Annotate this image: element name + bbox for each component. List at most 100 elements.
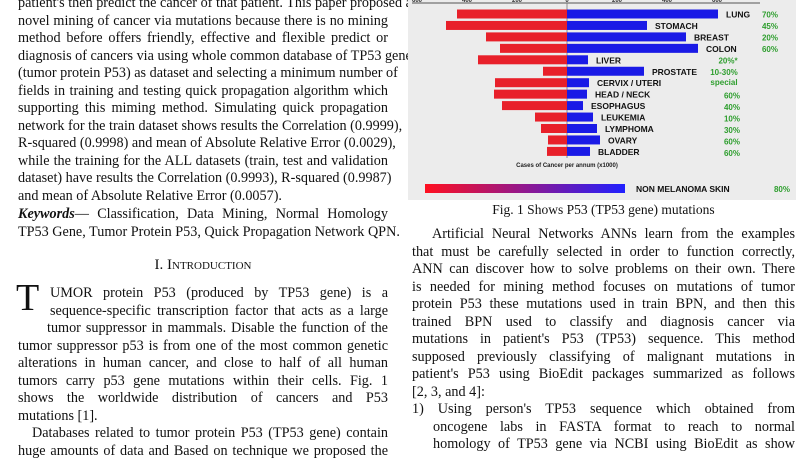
tick-label: 400 xyxy=(462,0,473,4)
text-line: and mean of Absolute Relative Error (0.0… xyxy=(18,187,282,204)
text-line: shows the worldwide distribution of canc… xyxy=(18,390,388,406)
text-line: Databases related to tumor protein P53 (… xyxy=(32,425,388,441)
bar-right xyxy=(567,66,644,76)
tick-label: 400 xyxy=(662,0,673,4)
bar-left xyxy=(548,135,567,145)
text-line: while the training for the ALL datasets … xyxy=(18,152,388,169)
keywords-label: Keywords xyxy=(18,206,75,222)
category-label: CERVIX / UTERI xyxy=(597,78,661,88)
bar-right xyxy=(567,20,647,30)
tick-label: 200 xyxy=(612,0,623,4)
figure-caption: Fig. 1 Shows P53 (TP53 gene) mutations xyxy=(492,202,715,217)
bar-left xyxy=(446,20,567,30)
text-line: novel mining of cancer via mutations bec… xyxy=(18,12,388,29)
text-line: [2, 3, and 4]: xyxy=(412,383,485,400)
mutation-percent: 45% xyxy=(762,22,778,31)
text-line: alterations in human cancer, and close t… xyxy=(18,355,388,371)
text-line: patient's then predict the cancer of tha… xyxy=(18,0,412,11)
text-line: trained BPN used to classify and diagnos… xyxy=(412,313,795,330)
bar-right xyxy=(567,124,597,133)
text-line: mutations [1]. xyxy=(18,407,98,424)
text-line: method before offers friendly, effective… xyxy=(18,30,388,46)
category-label: LUNG xyxy=(726,10,750,20)
mutation-percent: 60% xyxy=(724,92,740,101)
bar-left xyxy=(494,89,567,99)
mutation-percent: 70% xyxy=(762,11,778,20)
bar-right xyxy=(567,135,600,145)
keywords-line-2: TP53 Gene, Tumor Protein P53, Quick Prop… xyxy=(18,224,400,240)
mutation-percent: 20%* xyxy=(718,56,738,65)
bar-right xyxy=(567,112,593,122)
bar-right xyxy=(567,43,698,53)
text-line: 1) Using person's TP53 sequence which ob… xyxy=(412,401,795,417)
text-line: fields in training and testing quick pro… xyxy=(18,82,388,99)
category-label: STOMACH xyxy=(655,21,698,31)
category-label: ESOPHAGUS xyxy=(591,101,646,111)
bar-left xyxy=(457,9,567,19)
category-label: LYMPHOMA xyxy=(605,124,654,134)
bar-right xyxy=(567,32,686,42)
category-label: PROSTATE xyxy=(652,67,697,77)
text-line: huge amounts of data and Based on techni… xyxy=(18,442,388,459)
category-label: LIVER xyxy=(596,55,621,65)
bar-right xyxy=(567,101,583,111)
category-label: OVARY xyxy=(608,135,638,145)
text-line: network for the train dataset shows resu… xyxy=(18,117,403,134)
text-line: diagnosis of cancers via using whole com… xyxy=(18,47,412,64)
text-line: tumors carry p53 gene mutations within t… xyxy=(18,372,388,389)
mutation-percent: 40% xyxy=(724,103,740,112)
category-label: BREAST xyxy=(694,32,730,42)
bar-left xyxy=(500,43,567,53)
mutation-percent: 80% xyxy=(774,185,790,194)
p53-mutation-chart: 600 400 200 0 200 400 600 LUNG 70% STOMACH 45% BREA… xyxy=(412,0,790,194)
bar-left xyxy=(495,78,567,88)
drop-cap: T xyxy=(16,277,40,319)
tick-label: 600 xyxy=(712,0,723,4)
text-line: tumor suppressor p53 is from one of the … xyxy=(18,337,388,354)
bar-right xyxy=(567,9,718,19)
text-line: UMOR protein P53 (produced by TP53 gene)… xyxy=(50,285,388,301)
text-line: supporting this miming method. Simulatin… xyxy=(18,100,388,116)
mutation-percent: 20% xyxy=(762,33,778,42)
text-line: dataset) have results the Correlation (0… xyxy=(18,170,392,186)
mutation-percent: 30% xyxy=(724,126,740,135)
section-heading: I. Introduction xyxy=(154,257,252,273)
text-line: ANN can discover how to solve problems o… xyxy=(412,261,795,277)
figure-1: 600 400 200 0 200 400 600 LUNG 70% STOMACH 45% BREA… xyxy=(408,0,796,200)
x-axis-label: Cases of Cancer per annum (x1000) xyxy=(516,163,618,169)
category-label: LEUKEMIA xyxy=(601,113,645,123)
keywords: Keywords— Classification, Data Mining, N… xyxy=(18,206,388,223)
text-line: (tumor protein P53) as dataset and selec… xyxy=(18,65,398,81)
text-line: is needed for mining method focuses on m… xyxy=(412,278,795,295)
category-label: NON MELANOMA SKIN xyxy=(636,184,730,194)
mutation-percent: 10-30% xyxy=(710,68,738,77)
mutation-percent: special xyxy=(710,78,737,87)
mutation-percent: 60% xyxy=(762,45,778,54)
bar-right xyxy=(567,146,590,156)
text-line: Artificial Neural Networks ANNs learn fr… xyxy=(432,226,795,242)
text-line: that must be carefully selected in order… xyxy=(412,243,795,260)
keywords-list: — Classification, Data Mining, Normal Ho… xyxy=(74,206,388,222)
category-label: COLON xyxy=(706,44,737,54)
tick-label: 0 xyxy=(565,0,569,4)
tick-label: 600 xyxy=(412,0,423,4)
mutation-percent: 10% xyxy=(724,115,740,124)
mutation-percent: 60% xyxy=(724,149,740,158)
tick-label: 200 xyxy=(512,0,523,4)
text-line: sequence-specific transcription factor t… xyxy=(50,302,388,319)
bar-right xyxy=(567,55,588,65)
bar-left xyxy=(486,32,567,42)
bar-left xyxy=(502,101,567,111)
text-line: supposed previously classifying of malig… xyxy=(412,348,795,365)
text-line: patient's P53 using BioEdit packages sum… xyxy=(412,366,795,382)
bar-left xyxy=(543,66,567,76)
bar-right xyxy=(567,78,589,88)
bar-left xyxy=(547,146,567,156)
text-line: tumor suppressor in mammals. Disable the… xyxy=(47,320,388,336)
text-line: oncogene labs in FASTA format to reach t… xyxy=(433,418,795,435)
text-line: R-squared (0.9998) and mean of Absolute … xyxy=(18,135,396,151)
text-line: protein P53 these mutations used in trai… xyxy=(412,296,795,312)
bar-left xyxy=(541,124,567,133)
mutation-percent: 60% xyxy=(724,137,740,146)
text-line: mutations in patient's P53 (TP53) sequen… xyxy=(412,331,795,347)
